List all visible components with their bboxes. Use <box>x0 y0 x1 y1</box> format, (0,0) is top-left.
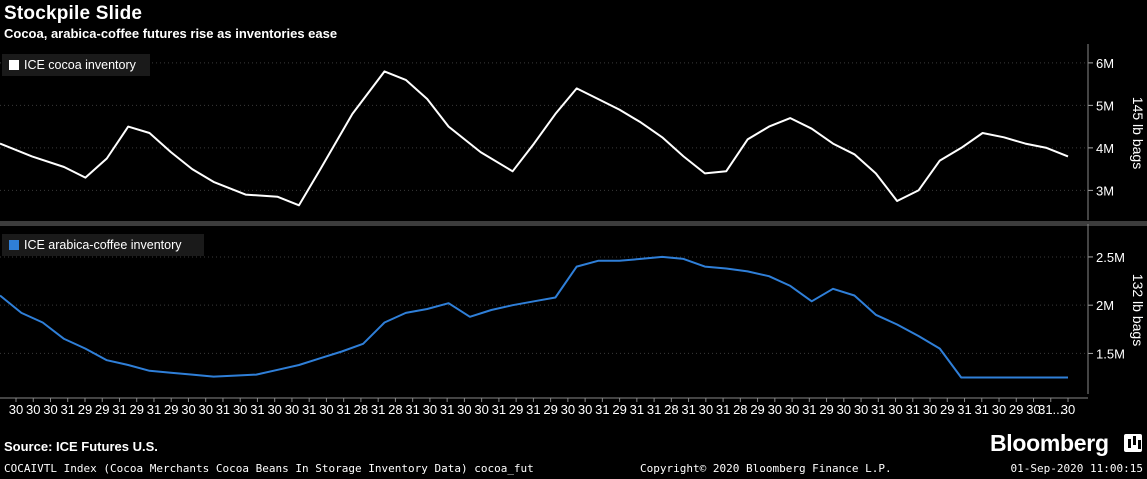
x-tick-label: 30 <box>26 402 40 417</box>
x-tick-label: 30 <box>854 402 868 417</box>
x-tick-label: 29 <box>543 402 557 417</box>
x-tick-label: 31 <box>906 402 920 417</box>
x-tick-label: 28 <box>733 402 747 417</box>
coffee-series-line <box>0 255 1068 379</box>
x-tick-label: 31 <box>371 402 385 417</box>
x-tick-label: 30 <box>923 402 937 417</box>
x-tick-label: 31 <box>61 402 75 417</box>
bloomberg-chart-icon <box>1124 434 1142 452</box>
x-tick-label: 31 <box>957 402 971 417</box>
x-tick-label: 30 <box>1061 402 1075 417</box>
copyright: Copyright© 2020 Bloomberg Finance L.P. <box>640 462 892 475</box>
y-tick-label: 2.5M <box>1096 250 1125 265</box>
x-tick-label: 29 <box>129 402 143 417</box>
cocoa-legend-label: ICE cocoa inventory <box>24 58 137 72</box>
x-tick-label: 30 <box>474 402 488 417</box>
x-tick-label: 31 <box>802 402 816 417</box>
cocoa-legend-swatch <box>9 60 19 70</box>
x-tick-label: 30 <box>1026 402 1040 417</box>
y-tick-label: 2M <box>1096 298 1114 313</box>
x-tick-label: 31... <box>1038 402 1063 417</box>
bloomberg-logo: Bloomberg <box>990 430 1109 456</box>
source-note: Source: ICE Futures U.S. <box>4 439 158 454</box>
x-tick-label: 30 <box>888 402 902 417</box>
x-tick-label: 31 <box>647 402 661 417</box>
x-tick-label: 30 <box>785 402 799 417</box>
x-tick-label: 31 <box>405 402 419 417</box>
x-tick-label: 30 <box>578 402 592 417</box>
x-tick-label: 29 <box>750 402 764 417</box>
coffee-legend-swatch <box>9 240 19 250</box>
y-axis-label: 132 lb bags <box>1130 274 1146 346</box>
x-tick-label: 30 <box>992 402 1006 417</box>
x-tick-label: 28 <box>664 402 678 417</box>
x-tick-label: 31 <box>302 402 316 417</box>
x-tick-label: 29 <box>1009 402 1023 417</box>
x-tick-label: 31 <box>250 402 264 417</box>
index-note: COCAIVTL Index (Cocoa Merchants Cocoa Be… <box>4 462 534 475</box>
x-tick-label: 31 <box>112 402 126 417</box>
x-tick-label: 31 <box>216 402 230 417</box>
x-tick-label: 31 <box>871 402 885 417</box>
x-tick-label: 31 <box>975 402 989 417</box>
x-tick-label: 30 <box>457 402 471 417</box>
y-tick-label: 4M <box>1096 141 1114 156</box>
chart-title: Stockpile Slide <box>4 3 143 24</box>
x-tick-label: 31 <box>526 402 540 417</box>
legend-box <box>2 234 204 256</box>
x-tick-label: 29 <box>509 402 523 417</box>
x-tick-label: 29 <box>940 402 954 417</box>
x-tick-label: 31 <box>681 402 695 417</box>
x-tick-label: 30 <box>267 402 281 417</box>
cocoa-series-line <box>0 70 1069 207</box>
x-tick-label: 30 <box>699 402 713 417</box>
y-tick-label: 5M <box>1096 98 1114 113</box>
x-tick-label: 30 <box>319 402 333 417</box>
x-tick-label: 31 <box>595 402 609 417</box>
chart-subtitle: Cocoa, arabica-coffee futures rise as in… <box>4 26 338 41</box>
legend-box <box>2 54 150 76</box>
x-tick-label: 29 <box>612 402 626 417</box>
x-tick-label: 31 <box>630 402 644 417</box>
x-tick-label: 30 <box>837 402 851 417</box>
panel-divider <box>0 221 1147 226</box>
x-tick-label: 30 <box>181 402 195 417</box>
x-tick-label: 29 <box>819 402 833 417</box>
x-tick-label: 30 <box>423 402 437 417</box>
x-tick-label: 29 <box>95 402 109 417</box>
x-tick-label: 30 <box>9 402 23 417</box>
x-tick-label: 30 <box>43 402 57 417</box>
y-axis-label: 145 lb bags <box>1130 97 1146 169</box>
timestamp: 01-Sep-2020 11:00:15 <box>1010 462 1143 475</box>
x-tick-label: 28 <box>388 402 402 417</box>
x-tick-label: 30 <box>561 402 575 417</box>
x-tick-label: 30 <box>768 402 782 417</box>
x-tick-label: 29 <box>164 402 178 417</box>
coffee-legend-label: ICE arabica-coffee inventory <box>24 238 182 252</box>
y-tick-label: 3M <box>1096 183 1114 198</box>
x-tick-label: 29 <box>78 402 92 417</box>
x-tick-label: 31 <box>440 402 454 417</box>
x-tick-label: 31 <box>716 402 730 417</box>
x-tick-label: 30 <box>198 402 212 417</box>
y-tick-label: 6M <box>1096 56 1114 71</box>
x-tick-label: 31 <box>336 402 350 417</box>
x-tick-label: 31 <box>492 402 506 417</box>
x-tick-label: 30 <box>233 402 247 417</box>
y-tick-label: 1.5M <box>1096 346 1125 361</box>
x-tick-label: 28 <box>354 402 368 417</box>
x-tick-label: 30 <box>285 402 299 417</box>
x-tick-label: 31 <box>147 402 161 417</box>
